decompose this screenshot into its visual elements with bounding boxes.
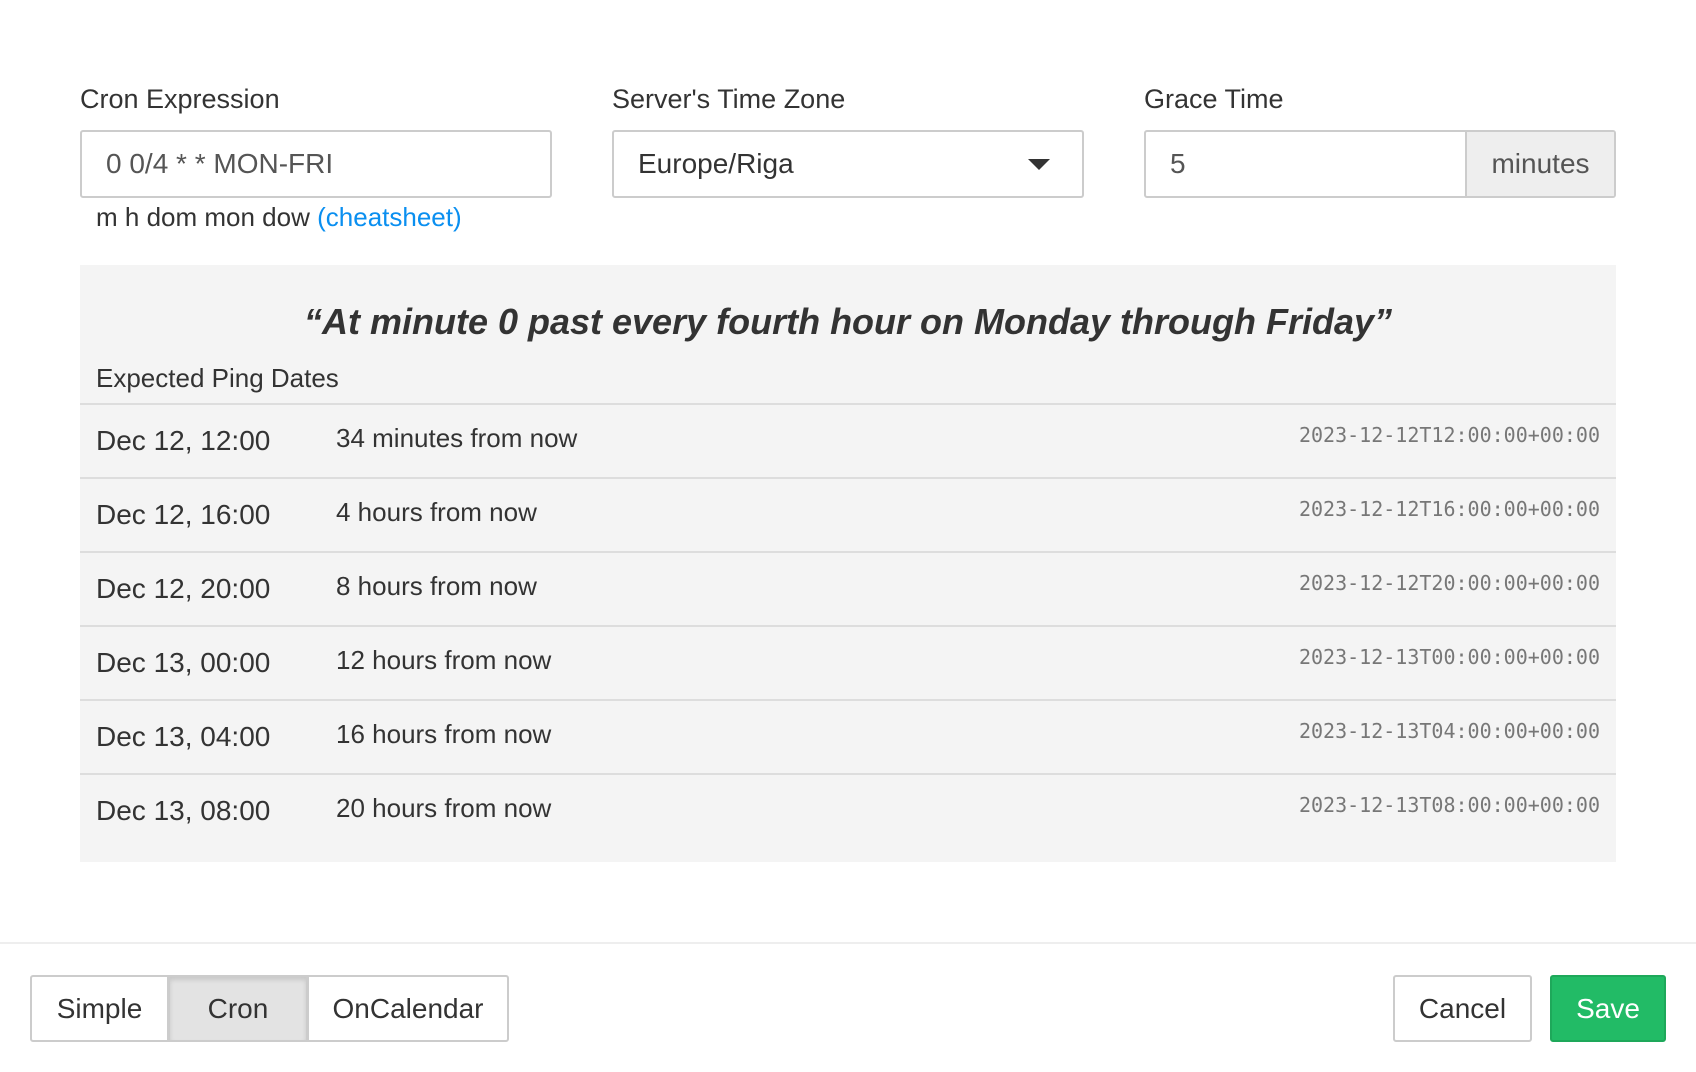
ping-date: Dec 13, 08:00 — [96, 795, 271, 826]
ping-iso: 2023-12-12T16:00:00+00:00 — [1298, 497, 1600, 521]
grace-time-input[interactable]: 5 — [1170, 148, 1186, 179]
ping-date-row: Dec 12, 12:00 34 minutes from now 2023-12-… — [80, 403, 1616, 477]
cron-expression-value: 0 0/4 * * MON-FRI — [106, 148, 334, 179]
ping-date-row: Dec 13, 04:00 16 hours from now 2023-12-13… — [80, 699, 1616, 773]
cron-hint: m h dom mon dow (cheatsheet) — [96, 202, 462, 233]
ping-date: Dec 12, 12:00 — [96, 425, 271, 456]
mode-cron-button[interactable]: Cron — [168, 975, 308, 1042]
timezone-value: Europe/Riga — [638, 148, 794, 179]
cron-hint-text: m h dom mon dow — [96, 202, 310, 232]
cron-expression-input[interactable]: 0 0/4 * * MON-FRI — [80, 130, 552, 198]
mode-simple-button[interactable]: Simple — [30, 975, 169, 1042]
ping-iso: 2023-12-12T20:00:00+00:00 — [1298, 571, 1600, 595]
ping-relative: 20 hours from now — [336, 793, 552, 823]
ping-relative: 4 hours from now — [336, 497, 537, 527]
schedule-preview: “At minute 0 past every fourth hour on M… — [80, 265, 1616, 862]
ping-date: Dec 13, 04:00 — [96, 721, 271, 752]
ping-relative: 34 minutes from now — [336, 423, 578, 453]
ping-relative: 12 hours from now — [336, 645, 552, 675]
ping-date: Dec 12, 20:00 — [96, 573, 271, 604]
ping-iso: 2023-12-13T08:00:00+00:00 — [1298, 793, 1600, 817]
ping-date-row: Dec 13, 08:00 20 hours from now 2023-12-13… — [80, 773, 1616, 847]
cheatsheet-link[interactable]: (cheatsheet) — [317, 202, 462, 232]
ping-date: Dec 12, 16:00 — [96, 499, 271, 530]
cancel-button[interactable]: Cancel — [1393, 975, 1532, 1042]
chevron-down-icon — [1028, 158, 1050, 170]
ping-date-row: Dec 13, 00:00 12 hours from now 2023-12-13… — [80, 625, 1616, 699]
expected-ping-dates-heading: Expected Ping Dates — [96, 363, 339, 393]
timezone-label: Server's Time Zone — [612, 84, 846, 114]
timezone-select[interactable]: Europe/Riga — [612, 130, 1084, 198]
ping-iso: 2023-12-12T12:00:00+00:00 — [1298, 423, 1600, 447]
ping-iso: 2023-12-13T00:00:00+00:00 — [1298, 645, 1600, 669]
ping-date-row: Dec 12, 20:00 8 hours from now 2023-12-12T… — [80, 551, 1616, 625]
cron-label: Cron Expression — [80, 84, 280, 114]
grace-time-group: 5 minutes — [1144, 130, 1616, 198]
footer-divider — [0, 942, 1696, 944]
grace-label: Grace Time — [1144, 84, 1284, 114]
ping-date-row: Dec 12, 16:00 4 hours from now 2023-12-12T… — [80, 477, 1616, 551]
ping-iso: 2023-12-13T04:00:00+00:00 — [1298, 719, 1600, 743]
save-button[interactable]: Save — [1550, 975, 1666, 1042]
mode-oncalendar-button[interactable]: OnCalendar — [307, 975, 509, 1042]
schedule-description: “At minute 0 past every fourth hour on M… — [303, 301, 1393, 342]
ping-relative: 16 hours from now — [336, 719, 552, 749]
ping-date: Dec 13, 00:00 — [96, 647, 271, 678]
ping-relative: 8 hours from now — [336, 571, 537, 601]
grace-unit: minutes — [1465, 132, 1614, 196]
